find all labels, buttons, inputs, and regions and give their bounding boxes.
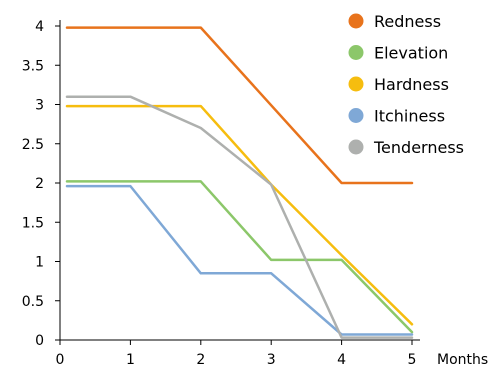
x-tick-label: 5 xyxy=(408,352,417,368)
legend-label-hardness: Hardness xyxy=(374,75,449,94)
y-tick-label: 4 xyxy=(35,19,44,35)
x-axis-label: Months xyxy=(437,352,488,368)
legend-swatch-tenderness xyxy=(348,139,364,155)
legend-swatch-redness xyxy=(348,13,364,29)
tick-marks: 0 0.5 1 1.5 2 2.5 3 3.5 4 0 1 2 3 4 5 xyxy=(22,19,417,368)
legend-swatch-hardness xyxy=(348,76,364,92)
series-line-hardness xyxy=(65,104,414,326)
series-line-redness xyxy=(65,26,414,185)
legend-label-redness: Redness xyxy=(374,12,441,31)
series-lines xyxy=(65,26,414,339)
x-tick-label: 0 xyxy=(56,352,65,368)
y-tick-label: 1 xyxy=(35,255,44,271)
y-tick-label: 3.5 xyxy=(22,58,44,74)
x-tick-label: 4 xyxy=(337,352,346,368)
series-line-tenderness xyxy=(65,95,414,339)
x-tick-label: 3 xyxy=(267,352,276,368)
y-tick-label: 3 xyxy=(35,98,44,114)
y-tick-label: 1.5 xyxy=(22,215,44,231)
legend-label-itchiness: Itchiness xyxy=(374,107,445,126)
legend-label-elevation: Elevation xyxy=(374,44,448,63)
y-tick-label: 0 xyxy=(35,333,44,349)
legend-swatch-itchiness xyxy=(348,108,364,123)
axes xyxy=(59,20,420,341)
x-tick-label: 1 xyxy=(126,352,135,368)
legend-swatch-elevation xyxy=(348,45,364,60)
series-line-elevation xyxy=(65,180,414,334)
legend: Redness Elevation Hardness Itchiness Tendern… xyxy=(348,12,464,157)
y-tick-label: 2.5 xyxy=(22,137,44,153)
y-tick-label: 2 xyxy=(35,176,44,192)
legend-label-tenderness: Tenderness xyxy=(373,138,464,157)
y-tick-label: 0.5 xyxy=(22,294,44,310)
series-line-itchiness xyxy=(65,184,414,336)
x-tick-label: 2 xyxy=(196,352,205,368)
